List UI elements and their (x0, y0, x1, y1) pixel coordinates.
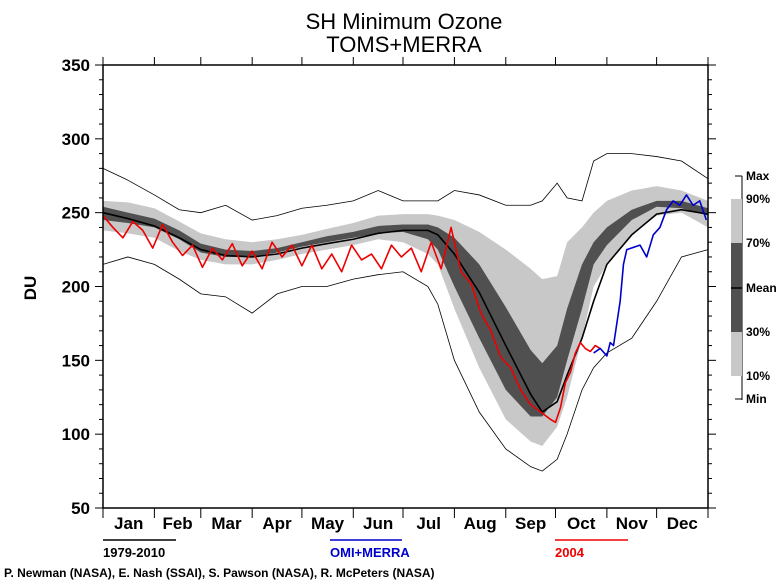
chart-title: SH Minimum Ozone (306, 9, 503, 34)
x-month-label: Feb (162, 514, 192, 533)
key-min-label: Min (746, 392, 767, 406)
x-month-label: Apr (262, 514, 292, 533)
y-tick-label: 50 (71, 499, 90, 518)
plot-frame (102, 64, 709, 509)
credits-line: P. Newman (NASA), E. Nash (SSAI), S. Paw… (4, 566, 435, 580)
x-month-label: Sep (515, 514, 546, 533)
key-p30-label: 30% (746, 325, 770, 339)
x-month-label: May (311, 514, 345, 533)
x-month-label: Aug (464, 514, 497, 533)
y-tick-label: 300 (62, 130, 90, 149)
series-line-2004 (102, 215, 601, 424)
y-tick-label: 150 (62, 351, 90, 370)
key-max-label: Max (746, 169, 770, 183)
y-tick-label: 350 (62, 56, 90, 75)
legend-omi-label: OMI+MERRA (330, 545, 410, 560)
key-p10-label: 10% (746, 369, 770, 383)
x-month-label: Nov (616, 514, 649, 533)
x-month-label: Jun (363, 514, 393, 533)
x-month-label: Oct (567, 514, 596, 533)
chart-subtitle: TOMS+MERRA (326, 32, 482, 57)
max-line (102, 153, 709, 221)
series-lines (102, 194, 708, 424)
x-month-label: Jul (416, 514, 441, 533)
legend-climatology-label: 1979-2010 (103, 545, 165, 560)
key-mean-label: Mean (746, 281, 777, 295)
key-p90-label: 90% (746, 192, 770, 206)
x-month-label: Jan (114, 514, 143, 533)
x-month-label: Mar (211, 514, 242, 533)
percentile-key: Max 90% 70% Mean 30% 10% Min (731, 169, 777, 406)
y-axis-label: DU (21, 276, 40, 301)
legend: 1979-2010 OMI+MERRA 2004 (103, 539, 628, 560)
min-line (102, 249, 709, 472)
x-month-label: Dec (667, 514, 698, 533)
y-tick-label: 100 (62, 425, 90, 444)
climatology-bands (102, 153, 709, 472)
y-tick-label: 250 (62, 204, 90, 223)
series-line-omi-merra (593, 194, 708, 357)
y-tick-label: 200 (62, 278, 90, 297)
y-axis: 50 100 150 200 250 300 350 (62, 56, 716, 518)
x-axis: Jan Feb Mar Apr May Jun Jul Aug Sep Oct Nov Dec (102, 57, 709, 533)
legend-2004-label: 2004 (555, 545, 585, 560)
key-p70-label: 70% (746, 236, 770, 250)
